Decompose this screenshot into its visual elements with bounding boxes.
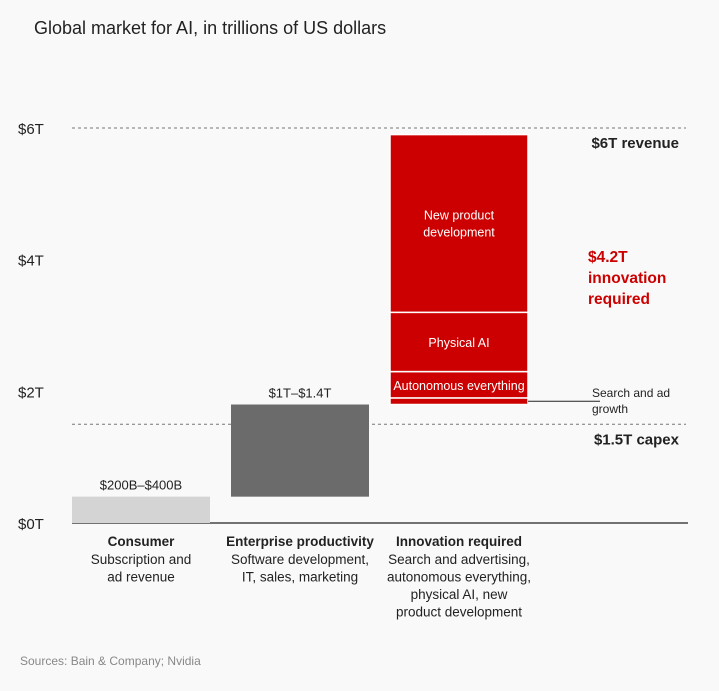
category-description: autonomous everything, (387, 570, 531, 585)
y-tick-label: $2T (18, 384, 44, 401)
source-note: Sources: Bain & Company; Nvidia (20, 654, 201, 668)
annotation-innovation: innovation (588, 270, 666, 287)
annotation-innovation: required (588, 291, 650, 308)
category-label: Enterprise productivity (226, 534, 374, 549)
chart-title: Global market for AI, in trillions of US… (34, 18, 387, 38)
bar-value-label: $1T–$1.4T (269, 386, 332, 401)
stacked-segment (389, 133, 529, 314)
y-tick-label: $6T (18, 121, 44, 138)
category-description: IT, sales, marketing (242, 570, 358, 585)
y-tick-label: $4T (18, 253, 44, 270)
category-description: Software development, (231, 552, 369, 567)
stacked-segment (389, 370, 529, 399)
stacked-segment (389, 397, 529, 406)
bar-enterprise-productivity (231, 404, 369, 497)
annotation-innovation: $4.2T (588, 249, 628, 266)
category-description: Subscription and (91, 552, 192, 567)
segment-label: development (423, 225, 495, 239)
segment-label-outside: Search and ad (592, 386, 670, 400)
category-description: product development (396, 605, 522, 620)
segment-label: Physical AI (428, 336, 489, 350)
segment-label: Autonomous everything (393, 379, 524, 393)
segment-label: New product (424, 208, 495, 222)
segment-label-outside: growth (592, 402, 628, 416)
y-tick-label: $0T (18, 516, 44, 533)
category-description: Search and advertising, (388, 552, 530, 567)
category-description: physical AI, new (411, 587, 508, 602)
category-description: ad revenue (107, 570, 175, 585)
bar-consumer (72, 496, 210, 523)
reference-line-label: $6T revenue (591, 135, 679, 152)
category-label: Consumer (108, 534, 176, 549)
category-label: Innovation required (396, 534, 522, 549)
reference-line-label: $1.5T capex (594, 431, 680, 448)
bar-value-label: $200B–$400B (100, 478, 182, 493)
